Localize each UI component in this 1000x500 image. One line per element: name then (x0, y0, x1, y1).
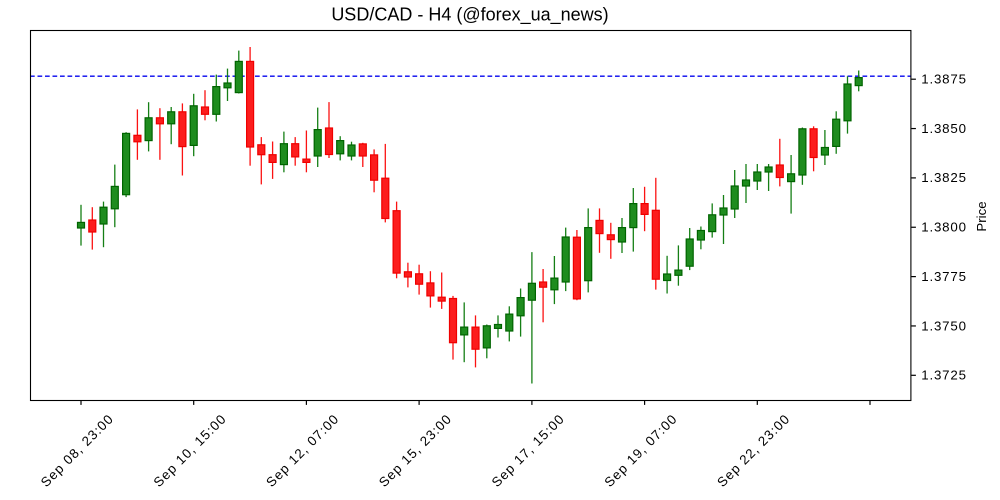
svg-text:1.3875: 1.3875 (921, 72, 966, 87)
svg-text:1.3725: 1.3725 (921, 368, 966, 383)
svg-text:Price: Price (974, 201, 989, 231)
svg-text:1.3800: 1.3800 (921, 220, 966, 235)
svg-text:1.3825: 1.3825 (921, 170, 966, 185)
svg-text:USD/CAD - H4 (@forex_ua_news): USD/CAD - H4 (@forex_ua_news) (331, 5, 608, 26)
svg-text:1.3850: 1.3850 (921, 121, 966, 136)
svg-text:1.3775: 1.3775 (921, 269, 966, 284)
svg-text:1.3750: 1.3750 (921, 318, 966, 333)
